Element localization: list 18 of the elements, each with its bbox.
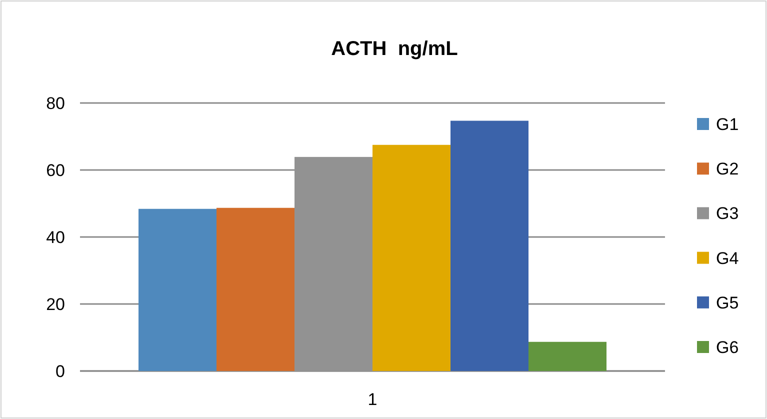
bar (528, 342, 606, 371)
legend-label: G3 (716, 204, 739, 224)
y-tick-label: 60 (46, 160, 65, 180)
bar (450, 120, 528, 371)
bar (216, 208, 294, 371)
x-tick-label: 1 (368, 390, 378, 409)
y-tick-label: 40 (46, 228, 65, 247)
chart-title: ACTH ng/mL (331, 38, 458, 60)
bar (372, 144, 450, 371)
bar (138, 208, 216, 371)
y-tick-label: 80 (46, 94, 65, 113)
legend-label: G6 (716, 338, 739, 357)
legend-label: G1 (716, 114, 739, 134)
legend-label: G4 (716, 248, 739, 268)
y-tick-label: 20 (46, 294, 65, 314)
y-tick-label: 0 (56, 362, 65, 381)
legend-label: G5 (716, 293, 739, 312)
legend-label: G2 (716, 160, 739, 179)
